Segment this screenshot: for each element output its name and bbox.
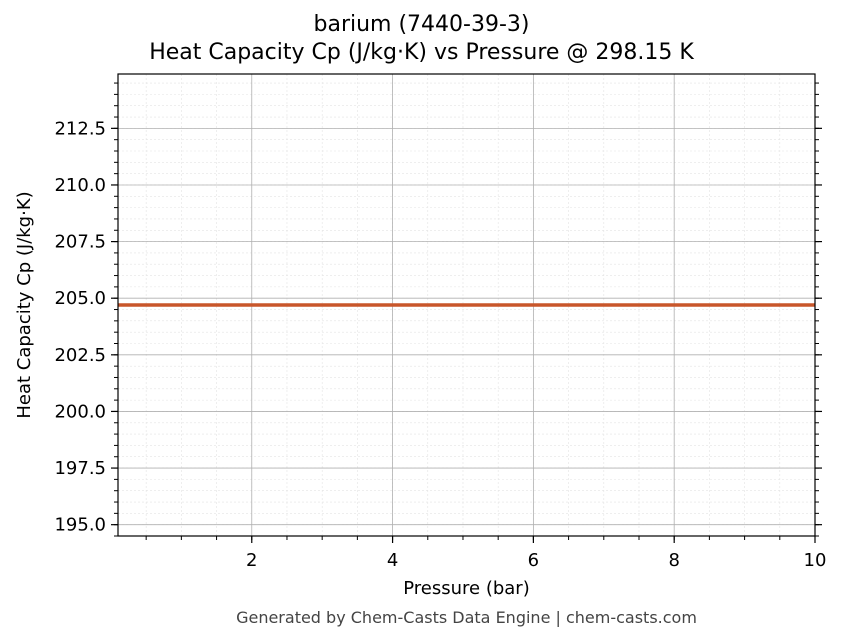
plot-frame xyxy=(117,73,816,537)
footer-credit: Generated by Chem-Casts Data Engine | ch… xyxy=(236,608,697,627)
tick-labels: 2 4 6 8 10 195.0 197.5 200.0 202.5 205.0 207.5 210.… xyxy=(54,118,826,571)
y-tick-label: 197.5 xyxy=(54,458,106,479)
axis-ticks xyxy=(111,82,822,543)
y-tick-label: 202.5 xyxy=(54,345,106,366)
x-tick-label: 6 xyxy=(528,550,539,571)
y-tick-label: 200.0 xyxy=(54,401,106,422)
y-tick-label: 207.5 xyxy=(54,232,106,253)
y-tick-label: 212.5 xyxy=(54,118,106,139)
y-tick-label: 195.0 xyxy=(54,515,106,536)
x-tick-label: 10 xyxy=(804,550,827,571)
x-tick-label: 8 xyxy=(668,550,679,571)
x-axis-label: Pressure (bar) xyxy=(403,578,529,599)
y-tick-label: 205.0 xyxy=(54,288,106,309)
y-tick-label: 210.0 xyxy=(54,175,106,196)
chart-title: barium (7440-39-3) xyxy=(313,12,530,37)
x-tick-label: 2 xyxy=(246,550,257,571)
y-axis-label: Heat Capacity Cp (J/kg·K) xyxy=(14,191,35,418)
x-tick-label: 4 xyxy=(387,550,398,571)
chart-subtitle: Heat Capacity Cp (J/kg·K) vs Pressure @ … xyxy=(149,40,694,65)
